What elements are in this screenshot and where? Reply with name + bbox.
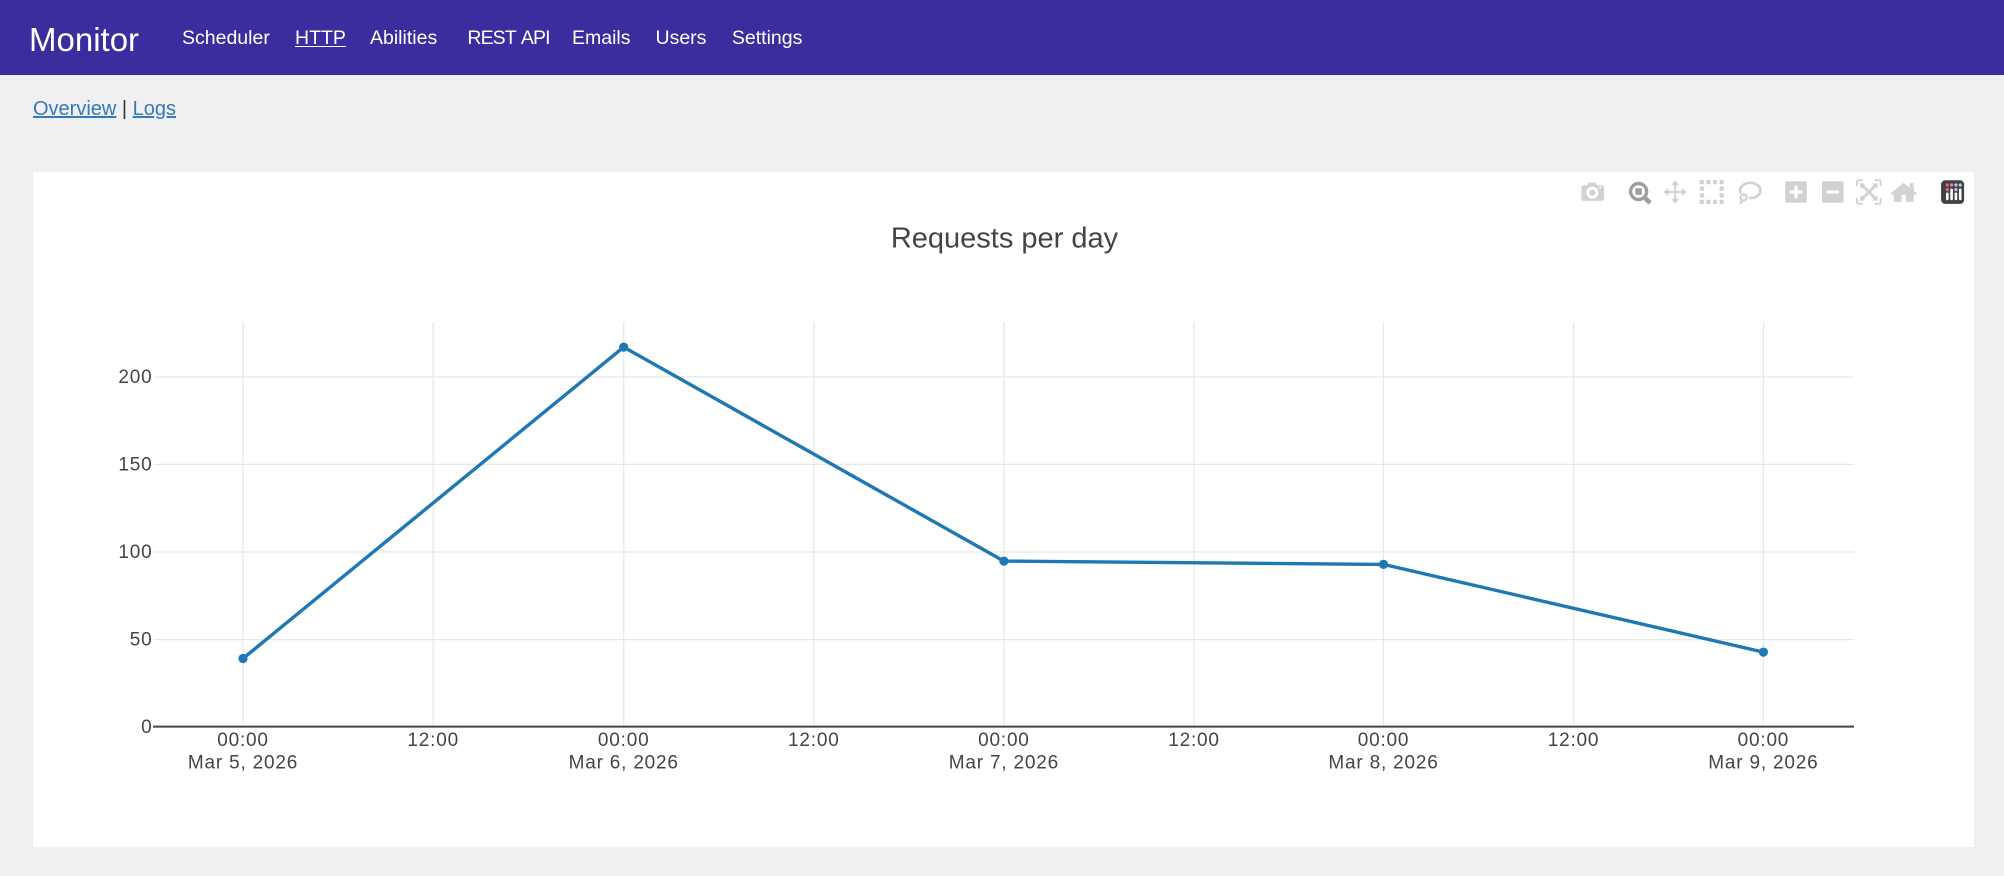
svg-text:00:00: 00:00 (978, 730, 1030, 751)
svg-text:12:00: 12:00 (407, 730, 459, 751)
svg-text:12:00: 12:00 (1168, 730, 1220, 751)
svg-text:Mar 7, 2026: Mar 7, 2026 (949, 753, 1059, 774)
svg-text:0: 0 (141, 717, 152, 738)
svg-text:00:00: 00:00 (217, 730, 269, 751)
svg-text:50: 50 (130, 630, 153, 651)
svg-text:00:00: 00:00 (598, 730, 650, 751)
svg-text:Mar 5, 2026: Mar 5, 2026 (188, 753, 298, 774)
svg-text:00:00: 00:00 (1358, 730, 1410, 751)
svg-text:Mar 6, 2026: Mar 6, 2026 (569, 753, 679, 774)
svg-text:150: 150 (118, 454, 152, 475)
svg-text:12:00: 12:00 (1548, 730, 1600, 751)
svg-text:Mar 9, 2026: Mar 9, 2026 (1708, 753, 1818, 774)
svg-text:100: 100 (118, 542, 152, 563)
svg-text:200: 200 (118, 367, 152, 388)
svg-text:Requests per day: Requests per day (891, 223, 1119, 255)
svg-text:12:00: 12:00 (788, 730, 840, 751)
svg-text:Mar 8, 2026: Mar 8, 2026 (1328, 753, 1438, 774)
svg-text:00:00: 00:00 (1738, 730, 1790, 751)
